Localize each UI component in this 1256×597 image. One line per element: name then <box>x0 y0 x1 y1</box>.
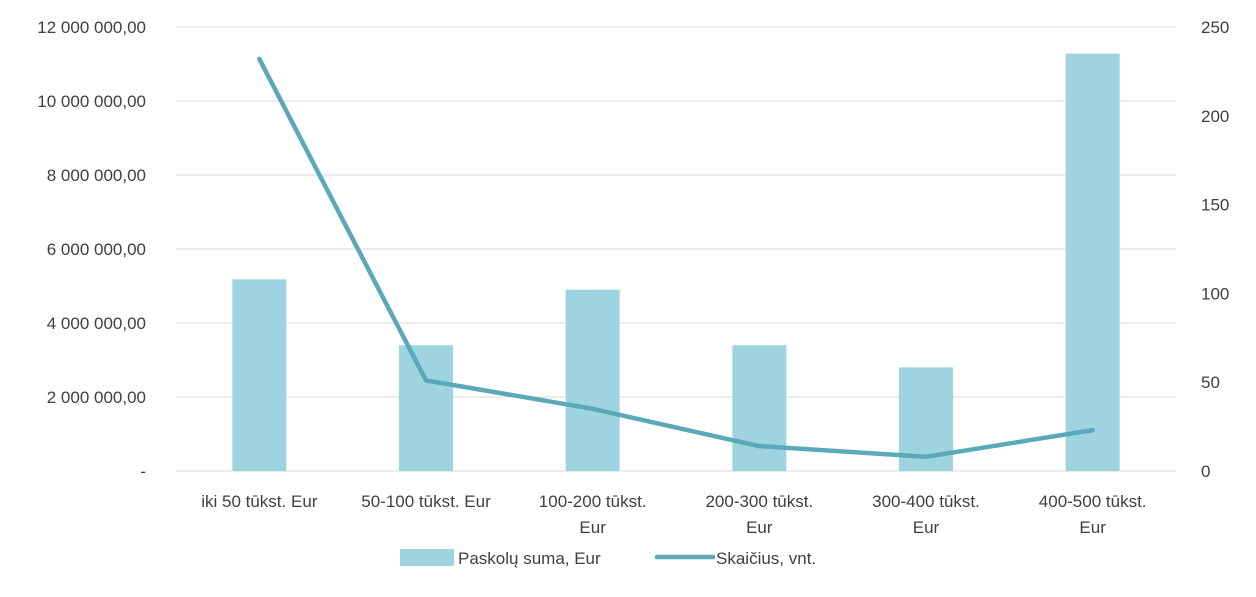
left-tick-label: 2 000 000,00 <box>47 388 146 407</box>
bar <box>565 289 620 471</box>
category-label: iki 50 tūkst. Eur <box>201 492 318 511</box>
left-tick-label: 8 000 000,00 <box>47 166 146 185</box>
line-series <box>257 56 1095 460</box>
right-tick-label: 200 <box>1201 107 1229 126</box>
right-tick-label: 100 <box>1201 284 1229 303</box>
bar <box>1065 53 1120 471</box>
bar-series <box>232 53 1120 471</box>
category-label: 100-200 tūkst. Eur <box>539 492 647 537</box>
bar <box>232 279 287 471</box>
left-tick-label: - <box>140 462 146 481</box>
series-line <box>257 56 1095 460</box>
category-label: 50-100 tūkst. Eur <box>361 492 491 511</box>
right-axis-ticks: 0 50 100 150 200 250 <box>1201 18 1229 481</box>
legend: Paskolų suma, Eur Skaičius, vnt. <box>400 549 816 568</box>
left-tick-label: 6 000 000,00 <box>47 240 146 259</box>
left-axis-ticks: - 2 000 000,00 4 000 000,00 6 000 000,00 8 0… <box>37 18 146 481</box>
legend-swatch-bar <box>400 549 454 566</box>
legend-label-bar: Paskolų suma, Eur <box>458 549 601 568</box>
left-tick-label: 12 000 000,00 <box>37 18 146 37</box>
category-label: 200-300 tūkst. Eur <box>705 492 813 537</box>
category-labels: iki 50 tūkst. Eur 50-100 tūkst. Eur 100-20… <box>201 492 1146 537</box>
left-tick-label: 4 000 000,00 <box>47 314 146 333</box>
category-label: 300-400 tūkst. Eur <box>872 492 980 537</box>
gridlines <box>176 26 1176 472</box>
category-label: 400-500 tūkst. Eur <box>1039 492 1147 537</box>
right-tick-label: 0 <box>1201 462 1210 481</box>
right-tick-label: 250 <box>1201 18 1229 37</box>
right-tick-label: 150 <box>1201 196 1229 215</box>
bar <box>399 345 453 471</box>
legend-label-line: Skaičius, vnt. <box>716 549 816 568</box>
left-tick-label: 10 000 000,00 <box>37 92 146 111</box>
bar <box>732 345 787 471</box>
right-tick-label: 50 <box>1201 373 1220 392</box>
